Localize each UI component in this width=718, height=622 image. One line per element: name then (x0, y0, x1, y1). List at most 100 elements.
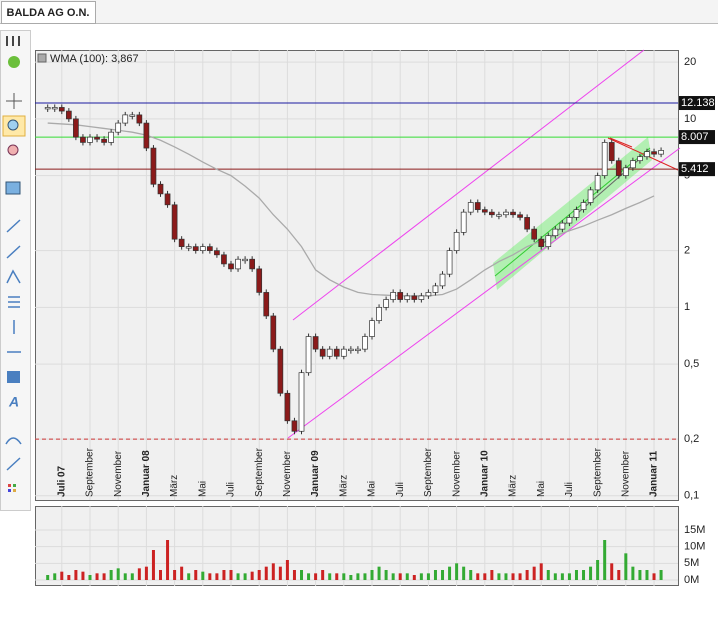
price-panel (35, 50, 679, 501)
volume-bar (504, 573, 508, 580)
x-tick-label: Januar 11 (649, 450, 660, 497)
tab[interactable] (1, 1, 96, 24)
volume-bar (271, 563, 275, 580)
volume-bar (567, 573, 571, 580)
candle (143, 122, 150, 149)
price-level-box (679, 96, 715, 111)
candle (65, 110, 72, 120)
candle (94, 136, 100, 140)
price-level-label: 8.007 (681, 131, 709, 143)
volume-bar (67, 575, 71, 580)
x-tick-label: Juli (564, 482, 575, 497)
candle (439, 273, 446, 287)
volume-bar (455, 563, 459, 580)
candle (404, 295, 411, 300)
y-tick-label: 20 (684, 56, 696, 68)
price-level-box (679, 162, 715, 177)
volume-tick-label: 0M (684, 574, 699, 586)
candle (340, 348, 347, 357)
volume-tick-label: 10M (684, 541, 705, 553)
candle (390, 292, 397, 300)
candle (594, 175, 601, 191)
volume-bar (617, 570, 621, 580)
candle (524, 217, 530, 230)
triangle-edge (609, 137, 633, 148)
volume-bar (384, 570, 388, 580)
x-tick-label: November (282, 450, 293, 497)
marks (35, 102, 678, 580)
tool-rect[interactable] (7, 371, 20, 383)
volume-bar (603, 540, 607, 580)
x-tick-label: Januar 08 (141, 450, 152, 497)
candle (552, 228, 559, 237)
volume-bar (391, 573, 395, 580)
candle (348, 348, 354, 352)
candle (298, 372, 305, 432)
candle (284, 392, 291, 422)
volume-bar (398, 573, 402, 580)
volume-bar (314, 573, 318, 580)
candle (658, 150, 664, 155)
volume-bar (582, 570, 586, 580)
svg-text:A: A (8, 394, 19, 410)
candle (242, 258, 248, 262)
volume-bar (370, 570, 374, 580)
volume-bar (610, 563, 614, 580)
candle (136, 114, 143, 124)
toolbar: A (0, 30, 31, 511)
volume-bar (166, 540, 170, 580)
volume-bar (74, 570, 78, 580)
volume-bar (560, 573, 564, 580)
candle (531, 228, 538, 240)
x-tick-label: September (592, 447, 603, 497)
candle (44, 107, 51, 110)
volume-bar (144, 566, 148, 580)
volume-bar (215, 573, 219, 580)
candle (214, 250, 220, 256)
x-tick-label: Mai (536, 481, 547, 497)
candle (432, 285, 439, 293)
tool-export[interactable] (5, 181, 21, 195)
volume-bar (236, 573, 240, 580)
volume-bar (462, 566, 466, 580)
candle (199, 246, 206, 251)
volume-bar (321, 570, 325, 580)
volume-bar (476, 573, 480, 580)
volume-bar (532, 566, 536, 580)
volume-bar (483, 573, 487, 580)
candle (228, 263, 234, 270)
tool-zoom-out[interactable] (7, 144, 19, 156)
candle (277, 348, 284, 394)
candle (171, 204, 178, 240)
volume-bar (194, 570, 198, 580)
candle (538, 238, 545, 247)
volume-bar (158, 570, 162, 580)
x-tick-label: September (254, 447, 265, 497)
volume-bar (102, 573, 106, 580)
candle (249, 258, 256, 270)
candle (312, 336, 319, 350)
volume-bar (109, 570, 113, 580)
x-tick-label: März (508, 475, 519, 497)
x-tick-label: September (85, 447, 96, 497)
channel-upper (292, 49, 645, 321)
price-level-label: 5.412 (681, 163, 709, 175)
y-tick-label: 2 (684, 245, 690, 257)
volume-bar (539, 563, 543, 580)
volume-bar (574, 570, 578, 580)
volume-bar (151, 550, 155, 580)
candle (637, 156, 643, 162)
y-tick-label: 0,1 (684, 490, 699, 502)
tool-refresh[interactable] (8, 56, 20, 68)
drawings (287, 49, 681, 439)
volume-bar (222, 570, 226, 580)
candle (453, 231, 460, 251)
candle (446, 250, 453, 275)
volume-bar (349, 575, 353, 580)
candle (326, 348, 333, 357)
candle (573, 209, 580, 218)
candle (235, 258, 241, 270)
trend-channel (493, 137, 652, 290)
volume-bar (652, 573, 656, 580)
volume-bar (441, 570, 445, 580)
